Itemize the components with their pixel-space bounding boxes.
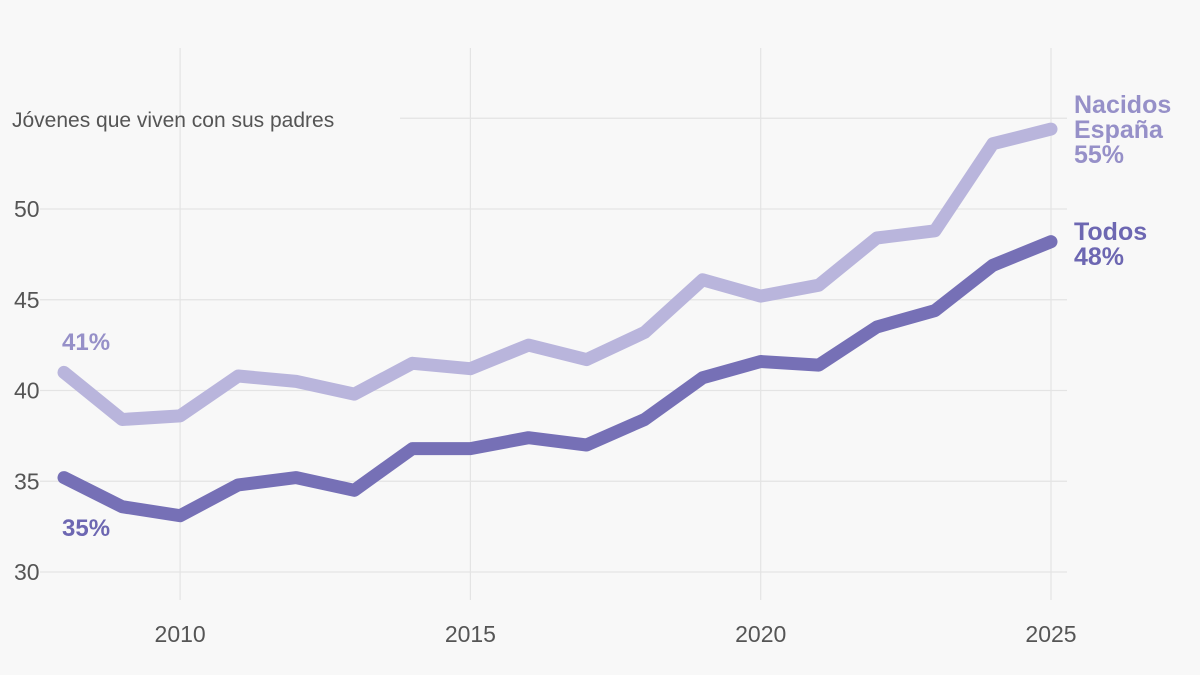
start-label-todos: 35% xyxy=(62,515,110,542)
series-line-todos xyxy=(57,235,1058,523)
end-label-todos: 48% xyxy=(1074,243,1124,271)
series-lines xyxy=(57,122,1058,523)
series-line-nacidos-espana xyxy=(57,122,1058,426)
x-tick-label: 2020 xyxy=(735,621,786,647)
end-label-todos: Todos xyxy=(1074,218,1147,246)
y-axis-label: Jóvenes que viven con sus padres xyxy=(12,109,334,132)
end-label-nacidos-espana: 55% xyxy=(1074,141,1124,169)
y-tick-label: 35 xyxy=(14,468,40,494)
axis-ticks: 30 35 40 45 50 2010 2015 2020 2025 xyxy=(14,196,1077,647)
end-label-nacidos-espana: España xyxy=(1074,116,1164,144)
y-tick-label: 40 xyxy=(14,378,40,404)
x-tick-label: 2010 xyxy=(155,621,206,647)
y-tick-label: 30 xyxy=(14,559,40,585)
y-tick-label: 50 xyxy=(14,196,40,222)
x-tick-label: 2025 xyxy=(1025,621,1076,647)
x-tick-label: 2015 xyxy=(445,621,496,647)
end-label-nacidos-espana: Nacidos xyxy=(1074,91,1171,119)
y-tick-label: 45 xyxy=(14,287,40,313)
start-label-nacidos-espana: 41% xyxy=(62,329,110,356)
